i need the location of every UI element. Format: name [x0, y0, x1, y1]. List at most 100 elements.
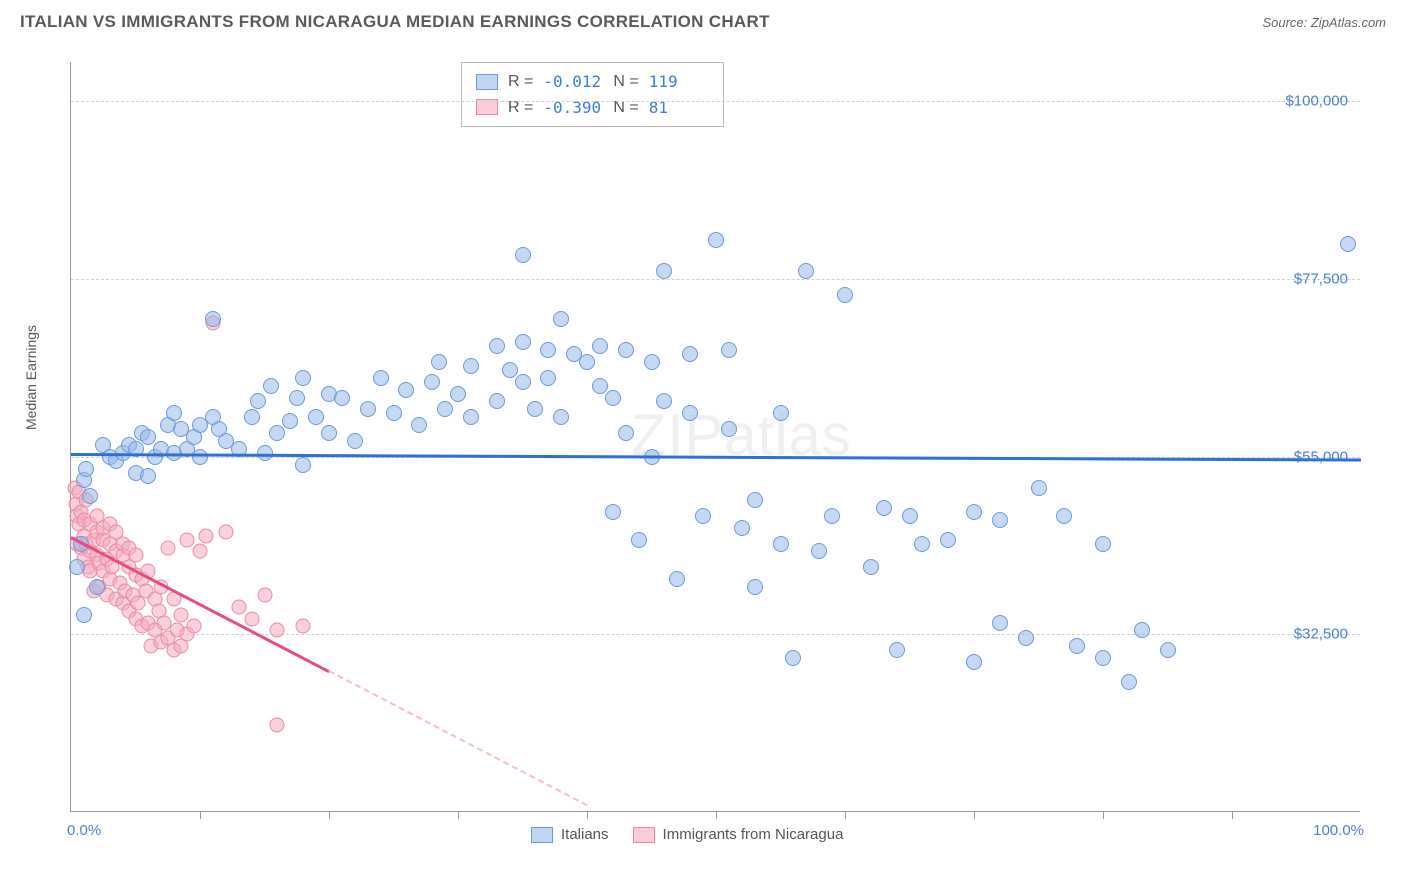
point-italians: [1018, 630, 1034, 646]
point-nicaragua: [160, 540, 175, 555]
point-italians: [579, 354, 595, 370]
point-italians: [166, 405, 182, 421]
x-tick: [974, 811, 975, 819]
chart-header: ITALIAN VS IMMIGRANTS FROM NICARAGUA MED…: [0, 0, 1406, 40]
point-italians: [205, 311, 221, 327]
legend-item-nicaragua: Immigrants from Nicaragua: [633, 826, 844, 843]
gridline: [71, 279, 1360, 280]
x-tick: [587, 811, 588, 819]
point-italians: [553, 409, 569, 425]
y-axis-label: Median Earnings: [23, 325, 39, 430]
point-italians: [540, 370, 556, 386]
point-italians: [1069, 638, 1085, 654]
point-italians: [489, 338, 505, 354]
point-italians: [1056, 508, 1072, 524]
trend-line-nicaragua-extrapolated: [329, 670, 588, 806]
point-italians: [502, 362, 518, 378]
point-nicaragua: [257, 587, 272, 602]
y-tick-label: $32,500: [1294, 626, 1348, 643]
swatch-blue-icon: [476, 74, 498, 90]
y-tick-label: $100,000: [1285, 93, 1348, 110]
point-italians: [553, 311, 569, 327]
point-nicaragua: [244, 611, 259, 626]
point-italians: [811, 543, 827, 559]
point-italians: [437, 401, 453, 417]
n-label: N =: [613, 69, 638, 95]
point-italians: [463, 409, 479, 425]
point-italians: [489, 393, 505, 409]
point-italians: [992, 512, 1008, 528]
point-nicaragua: [270, 623, 285, 638]
point-italians: [192, 449, 208, 465]
point-italians: [1340, 236, 1356, 252]
point-italians: [824, 508, 840, 524]
x-tick: [458, 811, 459, 819]
point-italians: [431, 354, 447, 370]
point-italians: [140, 429, 156, 445]
gridline: [71, 634, 1360, 635]
point-italians: [863, 559, 879, 575]
point-italians: [592, 378, 608, 394]
point-italians: [69, 559, 85, 575]
point-italians: [1031, 480, 1047, 496]
stats-row-nicaragua: R = -0.390 N = 81: [476, 95, 709, 121]
legend-item-italians: Italians: [531, 826, 609, 843]
point-italians: [966, 654, 982, 670]
point-italians: [734, 520, 750, 536]
point-italians: [282, 413, 298, 429]
point-nicaragua: [128, 548, 143, 563]
point-italians: [902, 508, 918, 524]
point-italians: [592, 338, 608, 354]
point-italians: [1134, 622, 1150, 638]
point-italians: [78, 461, 94, 477]
point-italians: [605, 504, 621, 520]
point-italians: [527, 401, 543, 417]
point-italians: [876, 500, 892, 516]
point-nicaragua: [173, 607, 188, 622]
point-italians: [515, 247, 531, 263]
chart-container: Median Earnings ZIPatlas R = -0.012 N = …: [48, 50, 1388, 840]
point-italians: [644, 354, 660, 370]
r-label: R =: [508, 95, 533, 121]
x-axis-max-label: 100.0%: [1313, 822, 1364, 839]
r-label: R =: [508, 69, 533, 95]
point-italians: [1095, 536, 1111, 552]
point-italians: [695, 508, 711, 524]
point-italians: [773, 405, 789, 421]
point-italians: [631, 532, 647, 548]
point-italians: [321, 425, 337, 441]
point-italians: [334, 390, 350, 406]
point-italians: [463, 358, 479, 374]
point-italians: [798, 263, 814, 279]
point-italians: [257, 445, 273, 461]
y-tick-label: $55,000: [1294, 448, 1348, 465]
stats-legend-box: R = -0.012 N = 119 R = -0.390 N = 81: [461, 62, 724, 127]
point-italians: [263, 378, 279, 394]
point-nicaragua: [270, 718, 285, 733]
x-tick: [1103, 811, 1104, 819]
point-italians: [360, 401, 376, 417]
point-italians: [682, 405, 698, 421]
point-nicaragua: [199, 528, 214, 543]
point-italians: [914, 536, 930, 552]
point-italians: [308, 409, 324, 425]
point-italians: [1160, 642, 1176, 658]
chart-source: Source: ZipAtlas.com: [1262, 15, 1386, 30]
x-tick: [716, 811, 717, 819]
n-value-italians: 119: [649, 69, 709, 95]
point-italians: [82, 488, 98, 504]
x-axis-min-label: 0.0%: [67, 822, 101, 839]
point-italians: [747, 579, 763, 595]
point-nicaragua: [180, 532, 195, 547]
point-italians: [721, 342, 737, 358]
point-italians: [785, 650, 801, 666]
x-tick: [329, 811, 330, 819]
point-italians: [747, 492, 763, 508]
legend-label-italians: Italians: [561, 826, 609, 843]
point-italians: [373, 370, 389, 386]
point-nicaragua: [218, 524, 233, 539]
point-italians: [889, 642, 905, 658]
x-tick: [200, 811, 201, 819]
swatch-pink-icon: [633, 827, 655, 843]
x-tick: [845, 811, 846, 819]
